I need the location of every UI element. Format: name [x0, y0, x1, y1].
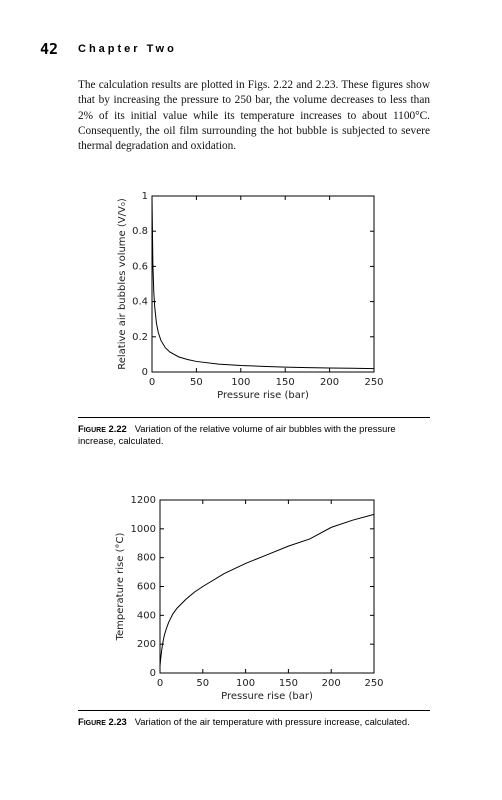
y-tick-label: 0	[150, 668, 156, 679]
y-tick-label: 0.2	[132, 332, 148, 343]
y-tick-label: 800	[137, 553, 156, 564]
x-tick-label: 150	[276, 377, 295, 388]
y-tick-label: 0	[142, 367, 148, 378]
plot-frame	[159, 499, 375, 674]
chapter-title: Chapter Two	[78, 43, 177, 55]
y-tick-label: 600	[137, 582, 156, 593]
x-tick-label: 200	[320, 377, 339, 388]
x-axis-label: Pressure rise (bar)	[221, 691, 313, 702]
x-axis-label: Pressure rise (bar)	[217, 390, 309, 401]
paragraph: The calculation results are plotted in F…	[78, 79, 430, 153]
x-tick-label: 100	[236, 678, 255, 689]
caption: Figure 2.22 Variation of the relative vol…	[78, 417, 430, 447]
y-tick-label: 200	[137, 639, 156, 650]
plot-frame	[151, 195, 375, 373]
y-tick-label: 0.4	[132, 297, 148, 308]
y-tick-label: 1000	[131, 524, 156, 535]
y-tick-label: 400	[137, 610, 156, 621]
y-axis-label: Temperature rise (°C)	[115, 533, 126, 642]
caption: Figure 2.23 Variation of the air temperat…	[78, 710, 430, 728]
y-axis-label: Relative air bubbles volume (V/V₀)	[117, 198, 128, 370]
x-tick-label: 150	[279, 678, 298, 689]
y-tick-label: 0.8	[132, 226, 148, 237]
data-line	[151, 195, 375, 370]
y-tick-label: 0.6	[132, 261, 148, 272]
caption-label: Figure 2.22	[78, 423, 127, 434]
x-tick-label: 0	[157, 678, 163, 689]
caption-text: Variation of the air temperature with pr…	[134, 716, 410, 727]
x-tick-label: 100	[231, 377, 250, 388]
x-tick-label: 0	[149, 377, 155, 388]
y-tick-label: 1	[142, 191, 148, 202]
x-tick-label: 200	[322, 678, 341, 689]
y-tick-label: 1200	[131, 495, 156, 506]
x-tick-label: 250	[364, 678, 383, 689]
caption-text: Variation of the relative volume of air …	[78, 423, 396, 446]
data-line	[159, 513, 375, 666]
x-tick-label: 250	[364, 377, 383, 388]
x-tick-label: 50	[190, 377, 203, 388]
page-number: 42	[40, 40, 59, 58]
x-tick-label: 50	[196, 678, 209, 689]
caption-label: Figure 2.23	[78, 716, 127, 727]
